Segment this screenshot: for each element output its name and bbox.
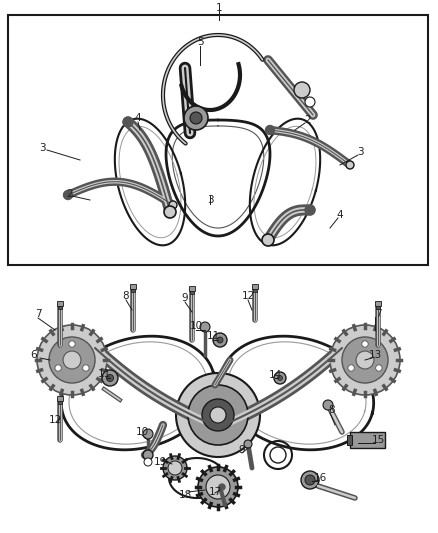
Circle shape [190,112,202,124]
Circle shape [168,461,182,475]
Circle shape [163,456,187,480]
Text: 17: 17 [208,487,222,497]
Text: 3: 3 [357,147,363,157]
Text: 4: 4 [337,210,343,220]
Bar [58,306,62,309]
Circle shape [278,376,283,381]
Circle shape [64,190,73,199]
Circle shape [184,106,208,130]
Circle shape [265,125,275,134]
Text: 9: 9 [182,293,188,303]
Text: 11: 11 [97,369,111,379]
Text: 1: 1 [215,3,223,13]
Circle shape [200,322,210,332]
Circle shape [219,484,225,490]
Circle shape [342,337,388,383]
Text: 18: 18 [178,490,192,500]
Bar [252,284,258,289]
Circle shape [362,341,368,347]
Circle shape [305,97,315,107]
Text: 9: 9 [239,445,245,455]
Text: 7: 7 [374,309,381,319]
Circle shape [69,341,75,347]
Circle shape [49,337,95,383]
Circle shape [106,375,113,382]
Bar [190,291,194,294]
Circle shape [83,365,89,371]
Bar [189,286,195,291]
Circle shape [143,429,153,439]
Circle shape [144,458,152,466]
Text: 13: 13 [368,350,381,360]
Circle shape [274,372,286,384]
Circle shape [305,205,315,215]
Circle shape [346,161,354,169]
Bar [57,301,63,306]
Bar [253,289,257,292]
Text: 15: 15 [371,435,385,445]
Bar [130,284,136,289]
Text: 12: 12 [241,291,254,301]
Circle shape [294,82,310,98]
Text: 8: 8 [123,291,129,301]
Bar [347,435,352,445]
Bar [57,396,63,401]
Circle shape [102,370,118,386]
Circle shape [213,333,227,347]
Text: 10: 10 [190,321,202,331]
Bar [375,301,381,306]
Circle shape [37,325,107,395]
Text: 2: 2 [67,189,73,199]
Circle shape [63,351,81,369]
Circle shape [356,351,374,369]
Circle shape [188,385,248,445]
Text: 19: 19 [153,457,166,467]
Circle shape [301,471,319,489]
Circle shape [123,117,133,127]
Bar [58,401,62,404]
Text: 3: 3 [207,195,213,205]
Circle shape [305,475,315,485]
Text: 3: 3 [39,143,45,153]
Text: 11: 11 [206,331,219,341]
Bar [350,432,385,448]
Text: 4: 4 [135,113,141,123]
Text: 14: 14 [268,370,282,380]
Circle shape [198,467,238,507]
Circle shape [164,206,176,218]
Text: 12: 12 [48,415,62,425]
Circle shape [202,399,234,431]
Text: 8: 8 [328,405,336,415]
Circle shape [244,440,252,448]
Circle shape [217,337,223,343]
Bar [376,306,380,309]
Circle shape [169,201,177,209]
Text: 2: 2 [305,115,311,125]
Circle shape [210,407,226,423]
Circle shape [55,365,61,371]
Text: 16: 16 [313,473,327,483]
Circle shape [330,325,400,395]
Circle shape [348,365,354,371]
Bar [131,289,135,292]
Text: 5: 5 [197,37,203,47]
Circle shape [143,450,153,460]
Circle shape [176,373,260,457]
Circle shape [206,475,230,499]
Text: 10: 10 [135,427,148,437]
Circle shape [376,365,382,371]
Text: 7: 7 [35,309,41,319]
Circle shape [323,400,333,410]
Bar [8,15,428,265]
Circle shape [262,234,274,246]
Text: 6: 6 [31,350,37,360]
